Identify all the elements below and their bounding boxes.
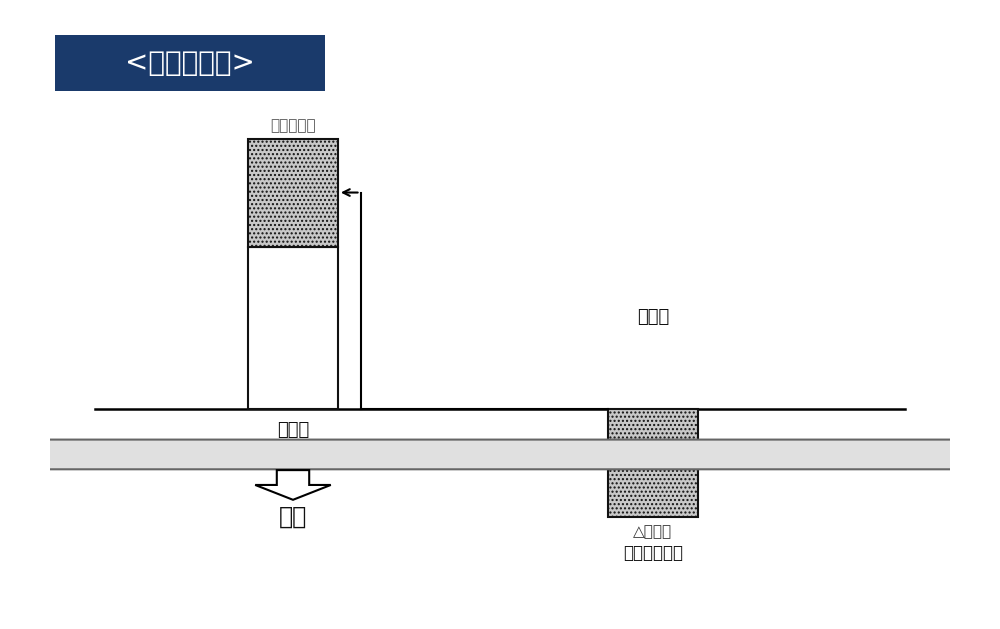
Bar bbox=[608, 409, 698, 516]
Text: 対応する: 対応する bbox=[276, 444, 310, 458]
Bar bbox=[248, 247, 338, 409]
FancyBboxPatch shape bbox=[0, 440, 1000, 469]
Text: <イメージ図>: <イメージ図> bbox=[125, 49, 255, 77]
Text: 当　期: 当 期 bbox=[637, 308, 669, 326]
Text: 還付: 還付 bbox=[279, 504, 307, 528]
Bar bbox=[248, 138, 338, 247]
Text: （欠損金額）: （欠損金額） bbox=[623, 543, 683, 562]
Polygon shape bbox=[255, 470, 331, 500]
Text: １，０００: １，０００ bbox=[270, 118, 316, 133]
Text: 税額: 税額 bbox=[284, 455, 302, 469]
Text: 前　期: 前 期 bbox=[277, 421, 309, 438]
Text: △４００: △４００ bbox=[633, 525, 673, 540]
Text: ４００: ４００ bbox=[278, 184, 308, 201]
